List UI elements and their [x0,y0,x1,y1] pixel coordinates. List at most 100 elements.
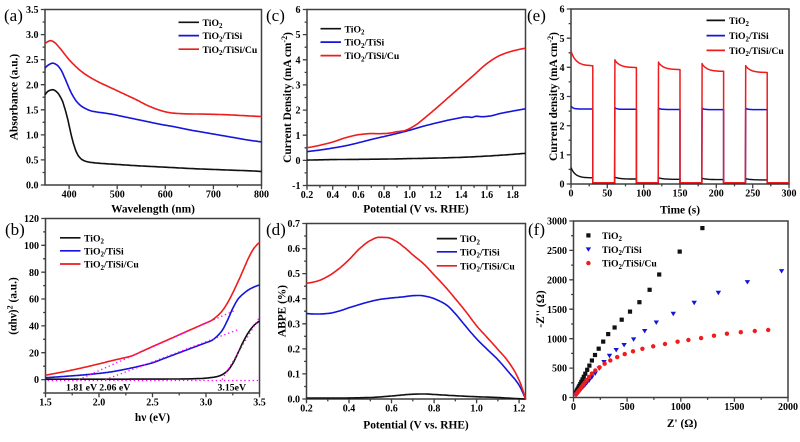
svg-text:1.5: 1.5 [39,398,52,409]
svg-text:0: 0 [560,180,565,191]
svg-text:100: 100 [24,241,39,252]
svg-text:2.5: 2.5 [26,55,39,66]
svg-text:1000: 1000 [671,402,691,413]
svg-text:0.6: 0.6 [385,404,398,415]
svg-text:0.2: 0.2 [301,190,314,201]
svg-text:500: 500 [552,364,567,375]
svg-text:1: 1 [560,150,565,161]
svg-text:TiO2: TiO2 [203,18,224,30]
svg-text:2: 2 [560,121,565,132]
svg-text:TiO2: TiO2 [84,233,105,245]
svg-text:2.0: 2.0 [26,80,39,91]
svg-text:0: 0 [571,402,576,413]
svg-text:0: 0 [296,156,301,167]
svg-text:120: 120 [24,214,39,225]
svg-text:0.4: 0.4 [326,190,339,201]
svg-text:TiO2/TiSi/Cu: TiO2/TiSi/Cu [460,261,515,273]
svg-text:5: 5 [560,34,565,45]
svg-text:TiO2/TiSi: TiO2/TiSi [203,31,243,43]
svg-text:500: 500 [110,190,125,201]
svg-text:0.7: 0.7 [288,219,301,230]
svg-text:0.2: 0.2 [288,345,301,356]
svg-text:2.5: 2.5 [146,398,159,409]
svg-text:0: 0 [34,375,39,386]
svg-text:Potential (V vs. RHE): Potential (V vs. RHE) [363,420,469,432]
svg-text:2: 2 [296,106,301,117]
svg-text:3000: 3000 [547,217,567,228]
svg-text:(f): (f) [528,220,545,239]
svg-text:2500: 2500 [547,246,567,257]
svg-text:(e): (e) [527,6,546,25]
svg-text:50: 50 [602,189,612,200]
svg-text:1.0: 1.0 [404,190,417,201]
svg-text:6: 6 [560,5,565,16]
svg-text:hν (eV): hν (eV) [135,412,170,424]
svg-text:1500: 1500 [724,402,744,413]
svg-text:700: 700 [206,190,221,201]
svg-text:500: 500 [620,402,635,413]
svg-text:200: 200 [709,189,724,200]
svg-text:-Z'' (Ω): -Z'' (Ω) [535,290,547,327]
svg-text:80: 80 [29,268,39,279]
svg-text:1.6: 1.6 [481,190,494,201]
svg-text:0.0: 0.0 [26,181,39,192]
svg-text:0.0: 0.0 [288,395,301,406]
svg-text:1.8: 1.8 [506,190,519,201]
svg-text:TiO2/TiSi/Cu: TiO2/TiSi/Cu [84,260,139,272]
svg-text:150: 150 [673,189,688,200]
svg-text:(a): (a) [4,6,23,25]
svg-text:0: 0 [569,189,574,200]
svg-text:6: 6 [296,5,301,16]
svg-text:0.6: 0.6 [288,244,301,255]
svg-text:1.0: 1.0 [26,131,39,142]
svg-text:(αhν)2 (a.u.): (αhν)2 (a.u.) [6,277,20,335]
svg-text:100: 100 [636,189,651,200]
svg-text:20: 20 [29,348,39,359]
svg-text:400: 400 [62,190,77,201]
svg-text:-1: -1 [292,181,300,192]
svg-text:Current density (mA cm-2): Current density (mA cm-2) [546,32,560,161]
svg-text:1000: 1000 [547,334,567,345]
svg-text:250: 250 [745,189,760,200]
svg-text:TiO2: TiO2 [602,231,623,243]
svg-text:TiO2: TiO2 [729,16,750,28]
svg-text:2000: 2000 [778,402,798,413]
svg-text:Time (s): Time (s) [660,205,700,217]
svg-text:TiO2/TiSi/Cu: TiO2/TiSi/Cu [729,46,784,58]
svg-text:4: 4 [296,55,301,66]
svg-text:TiO2/TiSi: TiO2/TiSi [84,246,124,258]
svg-text:3.5: 3.5 [26,5,39,16]
svg-text:1.5: 1.5 [26,105,39,116]
svg-text:3: 3 [560,92,565,103]
svg-text:TiO2/TiSi: TiO2/TiSi [602,245,642,257]
svg-text:Current Density (mA cm-2): Current Density (mA cm-2) [280,32,294,163]
svg-text:TiO2/TiSi/Cu: TiO2/TiSi/Cu [345,51,400,63]
svg-text:0.1: 0.1 [288,370,301,381]
svg-text:4: 4 [560,63,565,74]
svg-text:1500: 1500 [547,305,567,316]
svg-text:0.4: 0.4 [343,404,356,415]
svg-text:1: 1 [296,131,301,142]
svg-text:0.5: 0.5 [288,269,301,280]
svg-text:TiO2/TiSi/Cu: TiO2/TiSi/Cu [203,45,258,57]
svg-text:TiO2/TiSi: TiO2/TiSi [345,38,385,50]
svg-text:1.0: 1.0 [470,404,483,415]
svg-text:Absorbance (a.u.): Absorbance (a.u.) [9,54,21,141]
svg-text:60: 60 [29,295,39,306]
svg-text:800: 800 [254,190,269,201]
svg-text:Potential (V vs. RHE): Potential (V vs. RHE) [363,204,469,216]
svg-text:3: 3 [296,81,301,92]
svg-text:(b): (b) [5,220,25,239]
svg-text:(c): (c) [266,6,285,25]
svg-text:0.8: 0.8 [378,190,391,201]
svg-text:3.0: 3.0 [200,398,213,409]
svg-text:1.81 eV 2.06 eV: 1.81 eV 2.06 eV [66,382,130,393]
svg-text:TiO2/TiSi/Cu: TiO2/TiSi/Cu [602,259,657,271]
svg-text:Z' (Ω): Z' (Ω) [667,418,698,430]
svg-text:0: 0 [562,393,567,404]
svg-text:0.6: 0.6 [352,190,365,201]
svg-text:5: 5 [296,30,301,41]
svg-text:600: 600 [158,190,173,201]
svg-text:0.3: 0.3 [288,319,301,330]
svg-text:Wavelength (nm): Wavelength (nm) [111,204,195,216]
